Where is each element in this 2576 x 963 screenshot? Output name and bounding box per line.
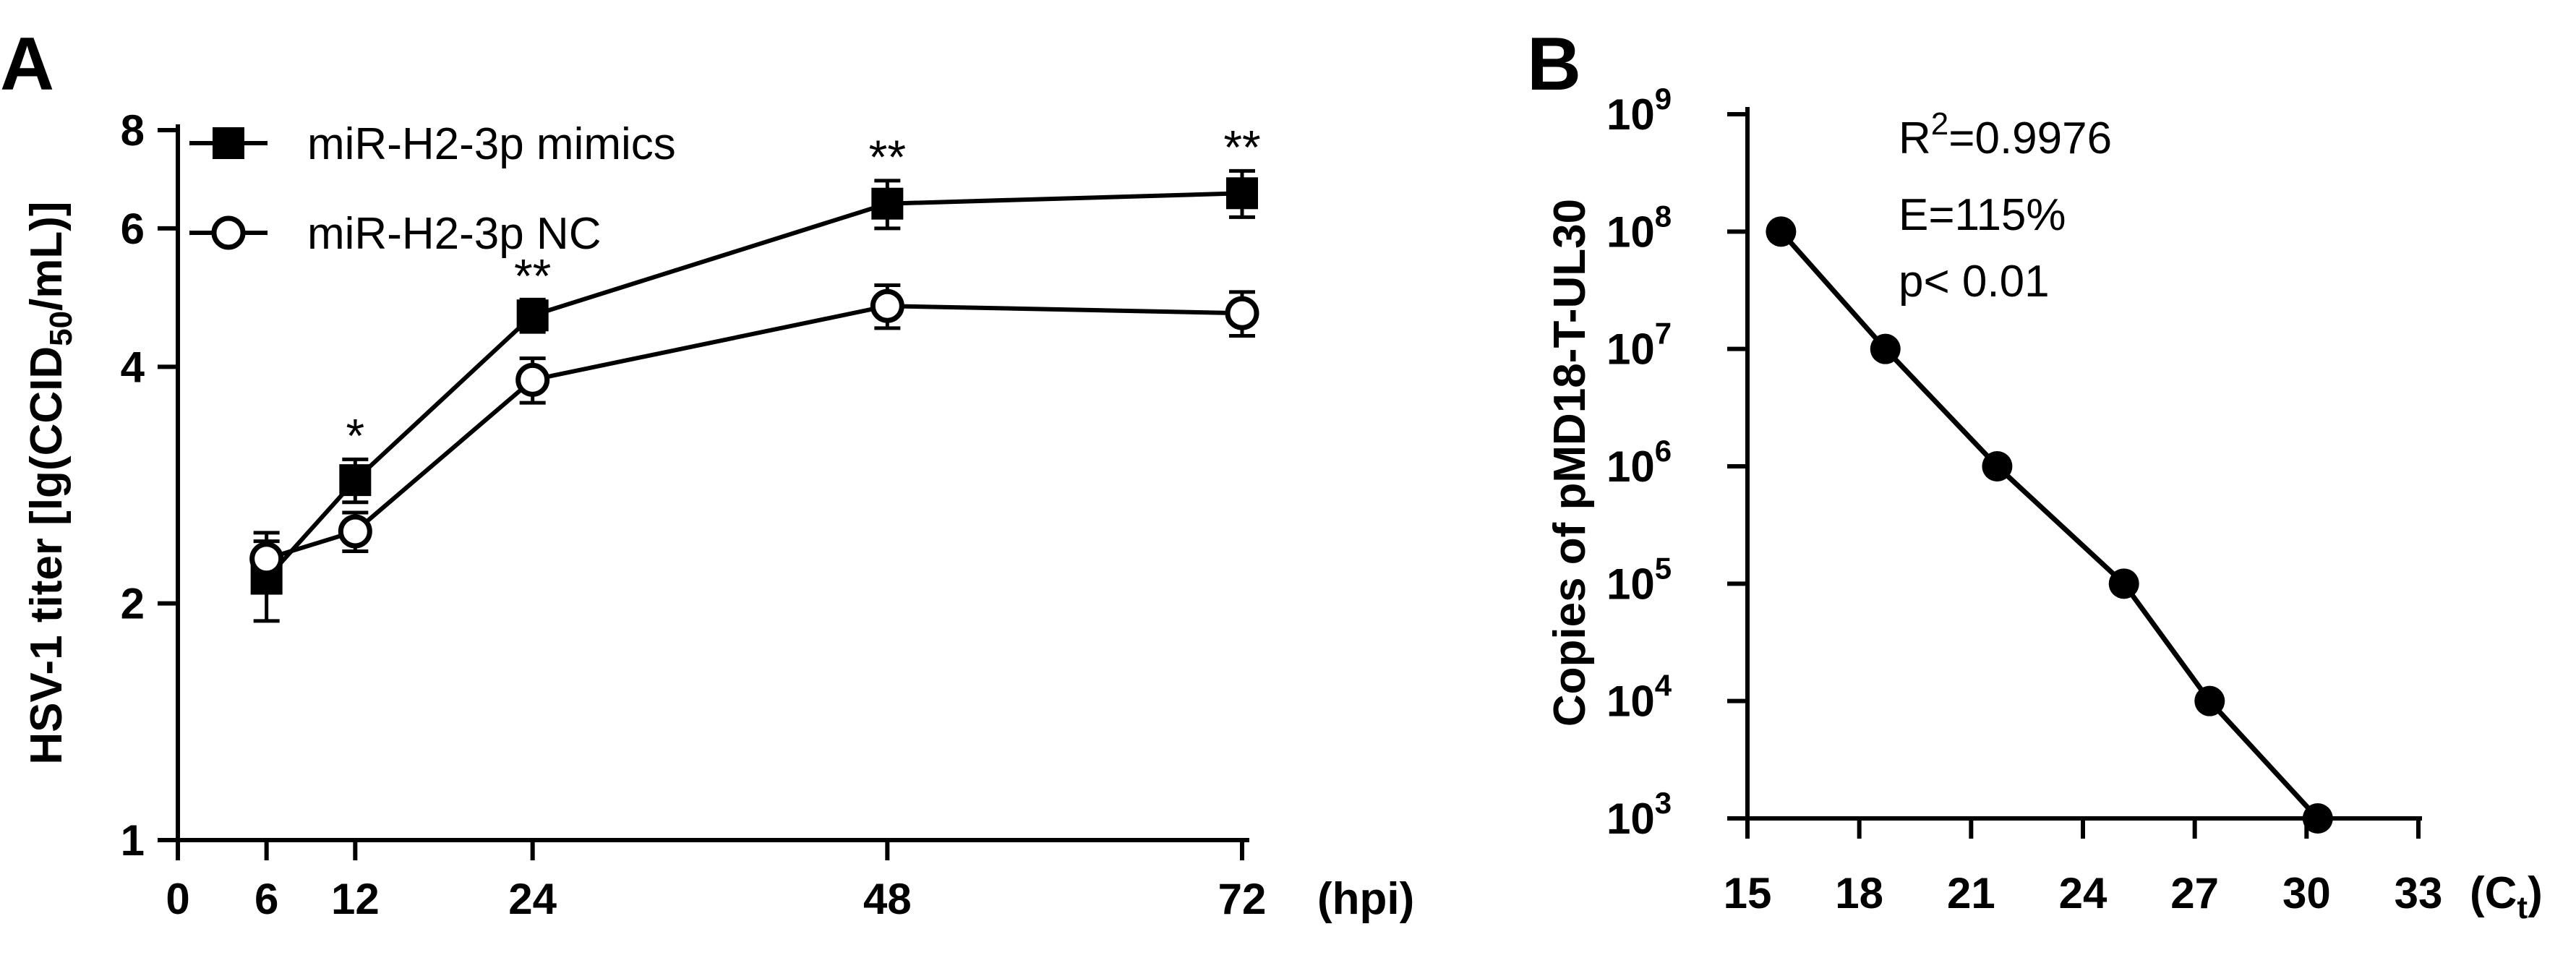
legend-marker-nc	[211, 215, 246, 250]
panel-a-legend: miR-H2-3p mimics miR-H2-3p NC	[189, 119, 676, 259]
y-tick-label: 107	[1606, 317, 1672, 374]
y-tick-label: 106	[1606, 434, 1672, 491]
annotation-efficiency: E=115%	[1899, 190, 2066, 240]
x-tick-label: 0	[166, 875, 189, 923]
panel-b-y-axis-title: Copies of pMD18-T-UL30	[1545, 199, 1595, 727]
data-point-nc	[870, 288, 904, 323]
x-tick-label: 12	[331, 875, 380, 923]
panel-a-x-axis-title: (hpi)	[1317, 874, 1414, 924]
y-tick-label: 4	[121, 343, 145, 391]
panel-label-a: A	[0, 22, 54, 106]
x-tick-label: 15	[1724, 869, 1772, 917]
data-point	[1982, 451, 2013, 482]
y-tick-label: 1	[121, 816, 145, 865]
data-point	[2194, 685, 2225, 716]
significance-marker: **	[869, 130, 906, 184]
data-point-nc	[338, 514, 372, 549]
panel-label-b: B	[1527, 22, 1581, 106]
x-tick-label: 33	[2395, 869, 2443, 917]
data-point-nc	[1225, 296, 1259, 330]
significance-marker: **	[514, 249, 551, 302]
y-tick-label: 2	[121, 580, 145, 628]
y-tick-label: 6	[121, 205, 145, 253]
x-tick-label: 30	[2282, 869, 2331, 917]
x-tick-label: 18	[1835, 869, 1883, 917]
panel-b-annotations: R2=0.9976 E=115% p< 0.01	[1899, 106, 2112, 307]
data-point-nc	[249, 542, 284, 576]
series-line-nc	[265, 304, 1243, 561]
data-point	[2302, 803, 2333, 834]
significance-marker: **	[1223, 120, 1260, 174]
y-tick-label: 104	[1606, 669, 1672, 726]
x-tick-label: 48	[863, 875, 912, 923]
data-point-mimics	[1226, 177, 1258, 210]
panel-b-axes: 103 104 105 106 107 108 109 15 18 21 24 27 30 33	[1606, 82, 2442, 917]
panel-b: B 103 104 105 106 107 108 109 15 18 21 24 27 30 33 C…	[1527, 22, 2543, 925]
x-tick-label: 6	[254, 875, 278, 923]
data-point-mimics	[871, 187, 904, 220]
y-tick-label: 108	[1606, 199, 1672, 256]
annotation-p-value: p< 0.01	[1899, 257, 2050, 307]
x-tick-label: 24	[2059, 869, 2108, 917]
standard-curve-line	[1779, 230, 2320, 821]
x-tick-label: 72	[1218, 875, 1267, 923]
y-tick-label: 105	[1606, 551, 1672, 608]
data-point	[1870, 333, 1901, 364]
data-point-mimics	[339, 464, 372, 497]
y-tick-label: 8	[121, 106, 145, 155]
y-tick-label: 109	[1606, 82, 1672, 139]
panel-b-x-axis-title: (Ct)	[2470, 868, 2543, 925]
data-point-mimics	[516, 299, 549, 332]
panel-a-y-axis-title: HSV-1 titer [lg(CCID50/mL)]	[22, 201, 79, 764]
x-tick-label: 24	[508, 875, 557, 923]
data-point	[1766, 216, 1797, 247]
x-tick-label: 21	[1947, 869, 1995, 917]
data-point	[2108, 568, 2139, 599]
significance-marker: *	[346, 408, 364, 462]
legend-label-mimics: miR-H2-3p mimics	[307, 119, 676, 169]
annotation-r-squared: R2=0.9976	[1899, 106, 2112, 163]
data-point-nc	[515, 362, 550, 397]
x-tick-label: 27	[2170, 869, 2219, 917]
legend-marker-mimics	[213, 127, 244, 159]
y-tick-label: 103	[1606, 786, 1672, 843]
legend-label-nc: miR-H2-3p NC	[307, 209, 601, 259]
